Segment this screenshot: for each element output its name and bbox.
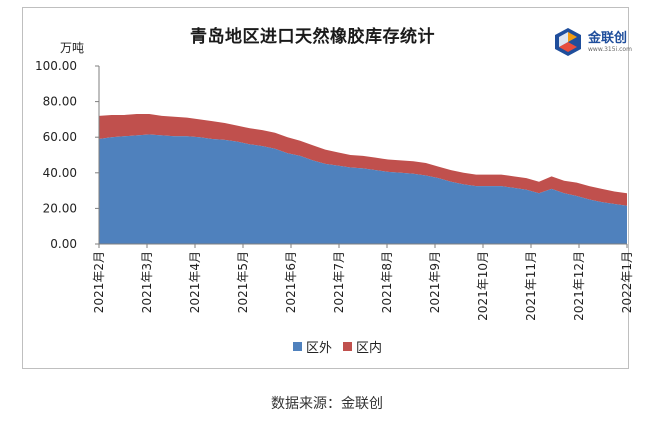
x-tick-label: 2022年1月 [620,251,634,313]
x-tick-label: 2021年8月 [380,251,394,313]
x-tick-label: 2021年5月 [236,251,250,313]
chart-title: 青岛地区进口天然橡胶库存统计 [190,27,435,47]
legend-item-outside: 区外 [293,337,332,356]
data-source-caption: 数据来源：金联创 [271,396,383,412]
x-tick-label: 2021年4月 [188,251,202,313]
x-tick-label: 2021年11月 [524,251,538,321]
x-tick-label: 2021年2月 [92,251,106,313]
x-tick-label: 2021年7月 [332,251,346,313]
brand-logo: 金联创 www.315i.com [552,24,632,60]
y-tick-label: 80.00 [43,95,77,109]
x-tick-label: 2021年6月 [284,251,298,313]
y-tick-label: 60.00 [43,130,77,144]
x-tick-label: 2021年3月 [140,251,154,313]
legend-label-inside: 区内 [356,341,383,356]
y-tick-label: 100.00 [35,59,77,73]
series-area-inside [99,114,627,206]
logo-icon [555,28,581,56]
x-tick-label: 2021年12月 [572,251,586,321]
legend-label-outside: 区外 [306,341,333,356]
y-tick-label: 20.00 [43,201,77,215]
y-tick-label: 40.00 [43,166,77,180]
legend-swatch-outside [293,342,302,351]
legend-swatch-inside [343,342,352,351]
y-axis-unit-label: 万吨 [60,41,84,55]
logo-url: www.315i.com [588,46,632,53]
logo-text: 金联创 [588,31,628,46]
series-area-outside [99,134,627,244]
legend-item-inside: 区内 [343,337,382,356]
y-tick-label: 0.00 [50,237,77,251]
x-tick-label: 2021年9月 [428,251,442,313]
x-tick-label: 2021年10月 [476,251,490,321]
